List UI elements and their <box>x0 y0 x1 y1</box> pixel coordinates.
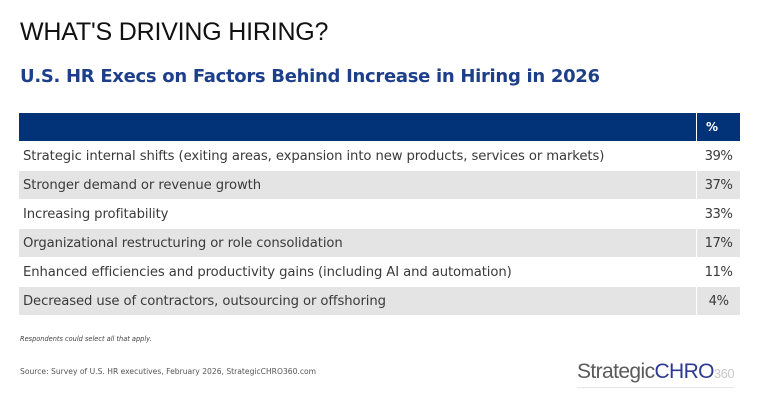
table-row: Stronger demand or revenue growth 37% <box>19 170 740 199</box>
logo-text-strategic: Strategic <box>577 360 655 383</box>
row-value: 4% <box>697 287 740 315</box>
row-label: Increasing profitability <box>19 200 697 228</box>
strategicchro360-logo: StrategicCHRO360 <box>577 360 735 388</box>
table-row: Increasing profitability 33% <box>19 199 740 228</box>
table-row: Organizational restructuring or role con… <box>19 228 740 257</box>
source-citation: Source: Survey of U.S. HR executives, Fe… <box>20 367 317 376</box>
table-row: Strategic internal shifts (exiting areas… <box>19 141 740 170</box>
row-value: 33% <box>697 200 740 228</box>
hiring-factors-table: % Strategic internal shifts (exiting are… <box>19 113 740 315</box>
page-title: WHAT'S DRIVING HIRING? <box>20 18 329 46</box>
row-value: 17% <box>697 229 740 257</box>
row-label: Organizational restructuring or role con… <box>19 229 697 257</box>
row-value: 11% <box>697 258 740 286</box>
table-row: Decreased use of contractors, outsourcin… <box>19 286 740 315</box>
row-label: Stronger demand or revenue growth <box>19 171 697 199</box>
row-value: 37% <box>697 171 740 199</box>
row-label: Strategic internal shifts (exiting areas… <box>19 142 697 170</box>
logo-text-chro: CHRO <box>654 360 714 383</box>
row-label: Decreased use of contractors, outsourcin… <box>19 287 697 315</box>
logo-text-360: 360 <box>713 366 735 381</box>
table-row: Enhanced efficiencies and productivity g… <box>19 257 740 286</box>
row-value: 39% <box>697 142 740 170</box>
footnote: Respondents could select all that apply. <box>20 335 152 343</box>
header-label-cell <box>19 113 697 141</box>
chart-subtitle: U.S. HR Execs on Factors Behind Increase… <box>20 66 600 87</box>
header-percent-cell: % <box>697 113 740 141</box>
row-label: Enhanced efficiencies and productivity g… <box>19 258 697 286</box>
table-header-row: % <box>19 113 740 141</box>
